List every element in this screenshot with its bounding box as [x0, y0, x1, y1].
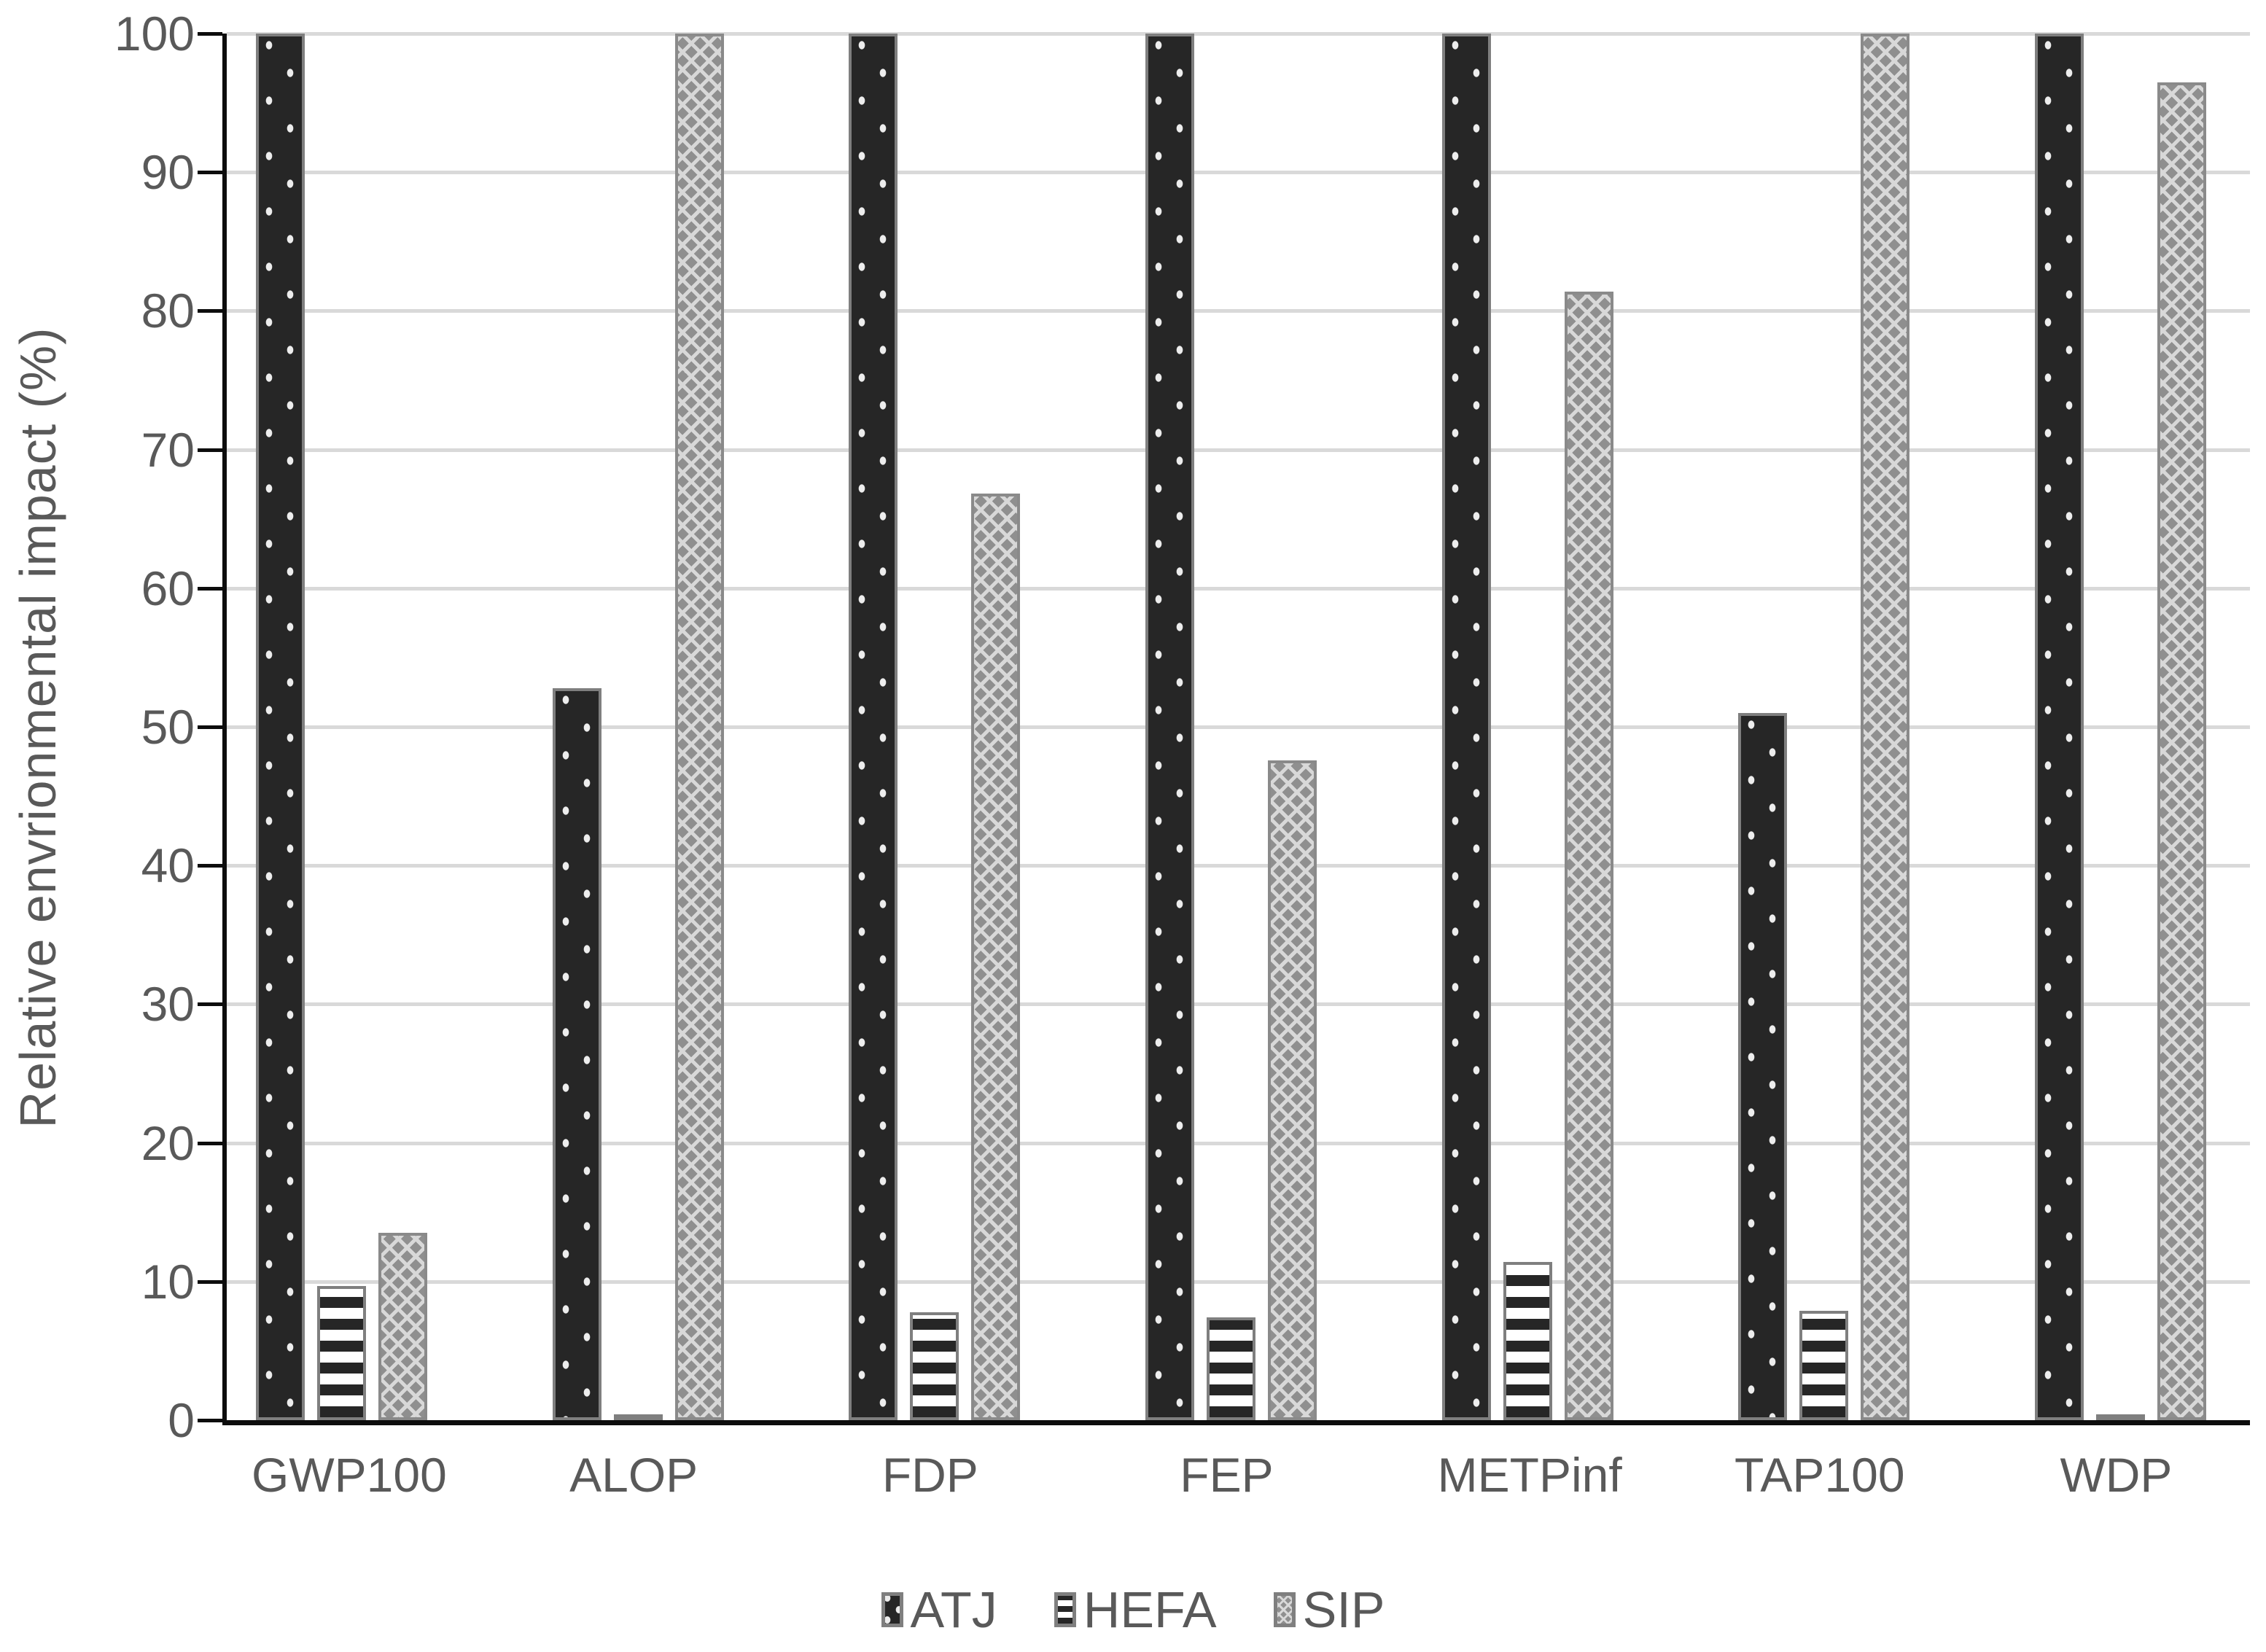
legend-swatch-sip	[1273, 1592, 1296, 1627]
y-axis-tick-20	[198, 1141, 222, 1145]
bar-group-FEP	[1145, 34, 1317, 1420]
x-axis-category-label-ALOP: ALOP	[569, 1448, 698, 1502]
bar-group-WDP	[2034, 34, 2206, 1420]
bar-sip-ALOP	[674, 34, 724, 1420]
y-axis-tick-label-90: 90	[141, 145, 195, 200]
y-axis-tick-label-20: 20	[141, 1115, 195, 1170]
legend-item-hefa: HEFA	[1054, 1581, 1217, 1639]
chart-legend: ATJ HEFA SIP	[0, 1573, 2266, 1646]
legend-swatch-hefa	[1054, 1592, 1076, 1627]
bar-group-GWP100	[256, 34, 427, 1420]
bar-atj-FEP	[1145, 34, 1194, 1420]
x-axis-category-label-GWP100: GWP100	[252, 1448, 447, 1502]
gridline-10	[227, 1279, 2250, 1284]
y-axis-tick-label-100: 100	[114, 7, 195, 61]
y-axis-tick-10	[198, 1279, 222, 1284]
bar-hefa-WDP	[2095, 1414, 2145, 1420]
bar-atj-METPinf	[1441, 34, 1491, 1420]
bar-sip-FEP	[1267, 760, 1317, 1420]
bar-atj-FDP	[849, 34, 898, 1420]
gridline-30	[227, 1002, 2250, 1007]
bar-sip-FDP	[971, 494, 1021, 1420]
bar-group-FDP	[849, 34, 1021, 1420]
bar-sip-METPinf	[1564, 291, 1613, 1420]
bar-sip-TAP100	[1861, 34, 1910, 1420]
bar-hefa-FEP	[1206, 1317, 1255, 1420]
x-axis-category-label-FDP: FDP	[881, 1448, 978, 1502]
bar-atj-TAP100	[1738, 712, 1788, 1420]
bar-hefa-TAP100	[1799, 1310, 1849, 1420]
x-axis-category-label-TAP100: TAP100	[1734, 1448, 1905, 1502]
y-axis-tick-label-50: 50	[141, 700, 195, 754]
legend-item-atj: ATJ	[881, 1581, 997, 1639]
y-axis-tick-30	[198, 1002, 222, 1007]
legend-swatch-atj	[881, 1592, 903, 1627]
legend-item-sip: SIP	[1273, 1581, 1385, 1639]
y-axis-tick-0	[198, 1419, 222, 1422]
bar-groups	[227, 34, 2250, 1420]
bar-hefa-FDP	[910, 1312, 959, 1420]
gridline-50	[227, 725, 2250, 729]
bar-sip-WDP	[2157, 82, 2206, 1420]
y-axis-tick-40	[198, 864, 222, 868]
gridline-70	[227, 448, 2250, 452]
y-axis-tick-100	[198, 32, 222, 36]
x-axis-category-label-METPinf: METPinf	[1437, 1448, 1622, 1502]
y-axis-tick-label-80: 80	[141, 284, 195, 338]
legend-label-sip: SIP	[1302, 1581, 1385, 1638]
y-axis-tick-label-0: 0	[168, 1393, 195, 1447]
bar-hefa-METPinf	[1503, 1262, 1552, 1420]
x-axis-category-label-FEP: FEP	[1180, 1448, 1274, 1502]
y-axis-tick-80	[198, 309, 222, 313]
y-axis-tick-label-30: 30	[141, 977, 195, 1032]
bar-group-TAP100	[1738, 34, 1910, 1420]
plot-area: 100 90 80 70 60 50 40 30 20 10 0	[114, 9, 2250, 1444]
gridline-20	[227, 1141, 2250, 1145]
y-axis-tick-90	[198, 171, 222, 175]
y-axis-tick-60	[198, 586, 222, 591]
bar-group-ALOP	[552, 34, 724, 1420]
legend-label-atj: ATJ	[910, 1581, 997, 1638]
bar-group-METPinf	[1441, 34, 1613, 1420]
y-axis-tick-70	[198, 448, 222, 452]
legend-label-hefa: HEFA	[1083, 1581, 1217, 1638]
gridline-40	[227, 864, 2250, 868]
gridline-90	[227, 171, 2250, 175]
gridline-60	[227, 586, 2250, 591]
gridline-100	[227, 32, 2250, 36]
bar-sip-GWP100	[378, 1233, 427, 1420]
x-axis-category-label-WDP: WDP	[2060, 1448, 2173, 1502]
bar-atj-GWP100	[256, 34, 305, 1420]
y-axis-tick-label-40: 40	[141, 838, 195, 893]
bar-hefa-ALOP	[613, 1414, 663, 1420]
bar-hefa-GWP100	[317, 1285, 366, 1420]
y-axis-tick-label-70: 70	[141, 422, 195, 477]
y-axis-tick-50	[198, 725, 222, 729]
bar-atj-ALOP	[552, 687, 601, 1420]
y-axis-tick-label-10: 10	[141, 1254, 195, 1309]
x-axis-category-labels: GWP100 ALOP FDP FEP METPinf TAP100 WDP	[222, 1447, 2246, 1503]
gridline-80	[227, 309, 2250, 313]
bar-atj-WDP	[2034, 34, 2084, 1420]
y-axis-tick-label-60: 60	[141, 561, 195, 615]
